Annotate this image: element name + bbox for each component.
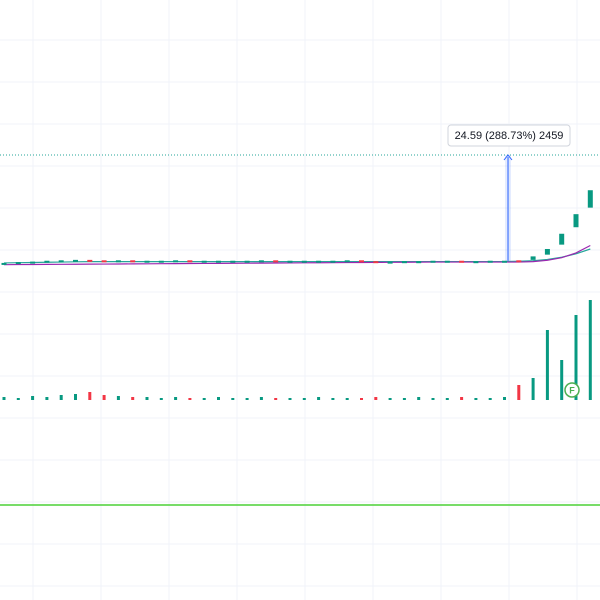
- volume-bar: [302, 398, 306, 400]
- volume-bar: [288, 398, 292, 400]
- volume-bar: [145, 397, 149, 400]
- volume-bar: [388, 398, 392, 400]
- volume-bar: [345, 398, 349, 400]
- volume-bar: [217, 397, 220, 400]
- candle: [459, 260, 465, 263]
- candle: [444, 260, 450, 263]
- volume-bar: [588, 300, 592, 400]
- candle: [401, 261, 407, 264]
- candle: [301, 260, 307, 263]
- volume-bar: [159, 398, 163, 400]
- candle: [101, 260, 107, 263]
- candle: [502, 260, 507, 263]
- volume-bar: [231, 398, 235, 400]
- volume-bar: [417, 397, 421, 400]
- volume-bar: [531, 378, 535, 400]
- volume-bar: [431, 398, 435, 400]
- candle: [244, 260, 250, 263]
- candle: [73, 259, 78, 262]
- candle: [316, 260, 322, 263]
- volume-bar: [274, 398, 278, 400]
- volume-bar: [174, 397, 178, 400]
- candle: [544, 248, 550, 255]
- candle: [230, 260, 236, 263]
- volume-bar: [259, 397, 263, 400]
- candle: [201, 260, 207, 263]
- volume-bar: [245, 398, 249, 400]
- volume-bar: [16, 398, 20, 400]
- candle: [58, 260, 64, 263]
- candle: [187, 260, 193, 263]
- candle: [487, 260, 493, 263]
- candle: [44, 260, 50, 263]
- volume-bar: [202, 398, 206, 400]
- candle: [330, 260, 336, 263]
- volume-bar: [503, 397, 506, 400]
- candle: [15, 262, 21, 265]
- candle: [473, 261, 479, 264]
- candle: [144, 260, 150, 263]
- volume-bar: [2, 397, 6, 400]
- candle: [387, 261, 393, 264]
- candle: [173, 260, 179, 263]
- volume-bar: [116, 396, 120, 400]
- volume-bar: [574, 315, 578, 400]
- volume-bar: [474, 398, 478, 400]
- measure-box: [447, 124, 571, 147]
- volume-bar: [517, 385, 521, 400]
- volume-bar: [560, 360, 564, 400]
- volume-bar: [102, 395, 106, 400]
- measure-arrowhead: [503, 154, 513, 161]
- volume-bar: [59, 395, 63, 400]
- volume-bar: [88, 392, 92, 400]
- volume-bar: [188, 398, 192, 400]
- volume-bar: [402, 398, 406, 400]
- candle: [30, 261, 36, 264]
- volume-bar: [445, 398, 449, 400]
- volume-bar: [74, 394, 77, 400]
- volume-bar: [374, 397, 378, 400]
- candle: [158, 260, 164, 263]
- candle: [559, 233, 565, 245]
- candle: [258, 260, 264, 263]
- volume-bar: [545, 330, 549, 400]
- candle: [115, 260, 121, 263]
- candle: [344, 260, 350, 263]
- candle: [516, 260, 522, 263]
- candle: [430, 260, 436, 263]
- marker-label: F: [569, 385, 575, 395]
- candle: [130, 260, 136, 263]
- volume-bar: [331, 398, 335, 400]
- candle: [587, 190, 593, 208]
- candle: [87, 259, 93, 262]
- candle: [416, 261, 422, 264]
- volume-bar: [460, 397, 464, 400]
- candle: [573, 214, 579, 228]
- volume-bar: [131, 397, 135, 400]
- marker: [564, 382, 580, 398]
- candle: [359, 260, 364, 263]
- plot: [1, 190, 593, 400]
- volume-bar: [360, 398, 363, 400]
- candle: [273, 260, 279, 263]
- candle: [216, 260, 221, 263]
- candle: [373, 261, 379, 264]
- measure-label: 24.59 (288.73%) 2459: [455, 130, 564, 142]
- volume-bar: [488, 398, 492, 400]
- volume-bar: [317, 397, 321, 400]
- candle: [1, 262, 7, 265]
- candle: [287, 260, 293, 263]
- volume-bar: [45, 397, 49, 400]
- volume-bar: [31, 396, 35, 400]
- candle: [530, 256, 536, 260]
